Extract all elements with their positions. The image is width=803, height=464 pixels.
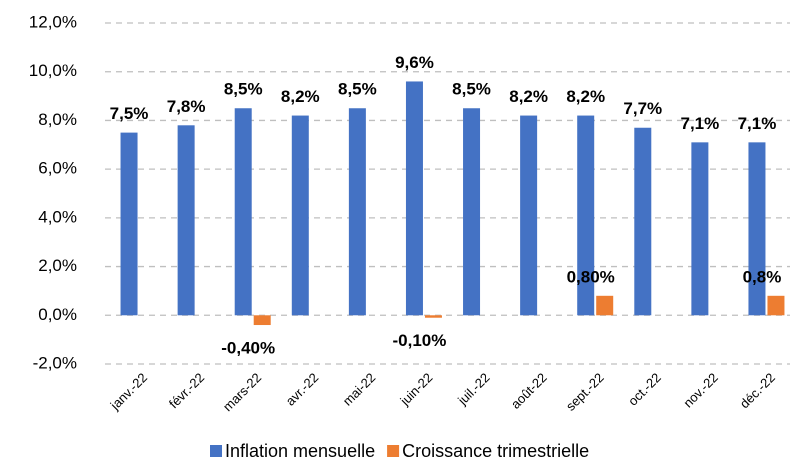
bar xyxy=(177,125,195,316)
bar xyxy=(691,142,709,316)
data-label: 8,5% xyxy=(452,80,491,99)
y-tick-label: 10,0% xyxy=(29,61,77,80)
data-label: 9,6% xyxy=(395,53,434,72)
bar xyxy=(463,108,481,316)
y-tick-label: 12,0% xyxy=(29,12,77,31)
x-tick-label: août-22 xyxy=(508,370,550,412)
y-tick-label: 4,0% xyxy=(38,207,77,226)
bar xyxy=(748,142,766,316)
bar xyxy=(767,295,785,316)
x-tick-label: mars-22 xyxy=(220,370,264,414)
bar xyxy=(634,127,652,316)
bar xyxy=(234,108,252,316)
bar xyxy=(520,115,538,316)
data-label: -0,40% xyxy=(221,339,275,358)
bar xyxy=(348,108,366,316)
y-tick-label: 0,0% xyxy=(38,305,77,324)
bar xyxy=(424,315,442,318)
legend-label: Croissance trimestrielle xyxy=(402,441,589,461)
data-label: 8,2% xyxy=(566,87,605,106)
legend-swatch xyxy=(387,445,400,457)
data-label: 7,8% xyxy=(167,97,206,116)
data-label: 8,5% xyxy=(338,80,377,99)
legend-swatch xyxy=(210,445,222,457)
y-tick-label: -2,0% xyxy=(33,353,77,372)
x-tick-label: déc.-22 xyxy=(737,370,778,411)
bar xyxy=(577,115,595,316)
data-label: -0,10% xyxy=(393,331,447,350)
bar xyxy=(253,315,271,326)
x-tick-label: mai-22 xyxy=(340,370,379,409)
bar xyxy=(291,115,309,316)
legend-label: Inflation mensuelle xyxy=(225,441,375,461)
data-label: 8,5% xyxy=(224,80,263,99)
x-tick-label: nov.-22 xyxy=(680,370,721,411)
x-tick-label: juin-22 xyxy=(397,370,436,409)
bar xyxy=(120,132,138,316)
x-tick-label: avr.-22 xyxy=(283,370,322,409)
data-label: 0,8% xyxy=(743,267,782,286)
data-label: 7,1% xyxy=(738,114,777,133)
y-tick-label: 8,0% xyxy=(38,110,77,129)
x-tick-label: févr.-22 xyxy=(166,370,207,411)
data-label: 7,7% xyxy=(623,99,662,118)
x-tick-label: juil.-22 xyxy=(454,370,492,408)
bar xyxy=(405,81,423,316)
data-label: 8,2% xyxy=(281,87,320,106)
y-tick-label: 6,0% xyxy=(38,159,77,178)
x-tick-label: sept.-22 xyxy=(563,370,607,414)
data-label: 0,80% xyxy=(567,267,615,286)
data-label: 8,2% xyxy=(509,87,548,106)
x-tick-label: oct.-22 xyxy=(625,370,664,409)
data-label: 7,1% xyxy=(681,114,720,133)
y-tick-label: 2,0% xyxy=(38,256,77,275)
bar xyxy=(596,295,614,316)
x-tick-label: janv.-22 xyxy=(107,370,150,413)
data-label: 7,5% xyxy=(110,104,149,123)
